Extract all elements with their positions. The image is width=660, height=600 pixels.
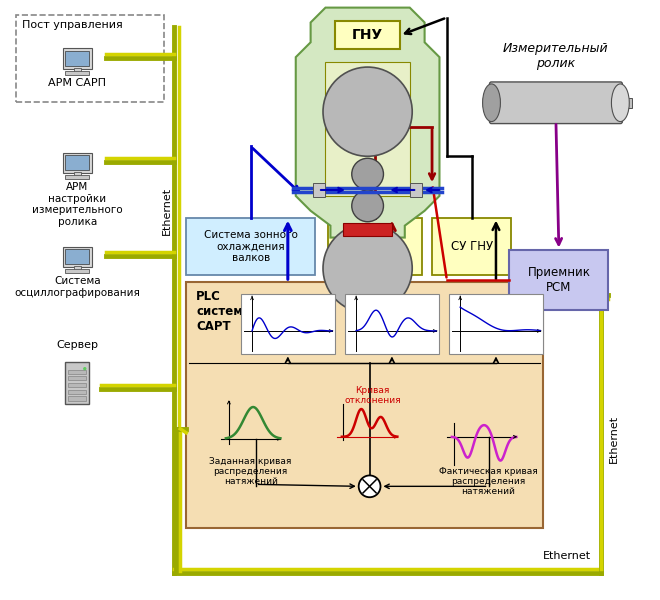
Bar — [186, 218, 315, 275]
Text: PLC
системы
САРТ: PLC системы САРТ — [196, 290, 253, 333]
Bar — [432, 218, 512, 275]
Bar — [63, 247, 92, 267]
Text: Система
осциллографирования: Система осциллографирования — [15, 276, 140, 298]
Text: Сервер: Сервер — [56, 340, 98, 350]
Bar — [620, 98, 632, 108]
Circle shape — [352, 158, 383, 190]
Ellipse shape — [482, 84, 500, 122]
Text: Пост управления: Пост управления — [22, 20, 123, 29]
Bar — [68, 376, 86, 380]
Bar — [68, 370, 86, 374]
Bar — [74, 68, 81, 72]
Bar — [335, 22, 400, 49]
Bar — [74, 266, 81, 270]
Text: Система зонного
охлаждения
валков: Система зонного охлаждения валков — [204, 230, 298, 263]
Bar — [65, 175, 89, 179]
Text: Ethernet: Ethernet — [162, 187, 172, 235]
Text: СУ ГНУ: СУ ГНУ — [451, 240, 493, 253]
Text: ГНУ: ГНУ — [352, 28, 383, 43]
Bar — [68, 390, 86, 394]
Polygon shape — [296, 8, 440, 245]
Bar — [345, 294, 439, 353]
Text: АРМ САРП: АРМ САРП — [48, 78, 106, 88]
Bar — [63, 152, 92, 173]
Bar — [63, 49, 92, 68]
Bar — [313, 183, 325, 197]
Text: Кривая
отклонения: Кривая отклонения — [345, 386, 401, 405]
Bar — [65, 155, 89, 170]
Circle shape — [323, 67, 412, 156]
Circle shape — [323, 224, 412, 313]
Text: Ethernet: Ethernet — [543, 551, 591, 560]
Bar — [65, 249, 89, 265]
Circle shape — [83, 367, 86, 370]
Text: СУ
изгибом
валков: СУ изгибом валков — [352, 230, 398, 263]
Bar — [510, 250, 609, 310]
Bar — [65, 71, 89, 74]
Text: АРМ
настройки
измерительного
ролика: АРМ настройки измерительного ролика — [32, 182, 123, 227]
Text: Ethernet: Ethernet — [609, 415, 618, 463]
Bar — [328, 218, 422, 275]
Circle shape — [358, 475, 381, 497]
Text: Заданная кривая
распределения
натяжений: Заданная кривая распределения натяжений — [209, 457, 292, 487]
Text: Измерительный
ролик: Измерительный ролик — [503, 42, 609, 70]
Bar — [65, 51, 89, 66]
Bar — [186, 282, 543, 528]
Ellipse shape — [611, 84, 629, 122]
Circle shape — [352, 190, 383, 221]
Bar — [343, 223, 393, 236]
Text: Фактическая кривая
распределения
натяжений: Фактическая кривая распределения натяжен… — [439, 467, 538, 496]
Bar — [325, 62, 410, 196]
Bar — [65, 362, 89, 404]
FancyBboxPatch shape — [490, 82, 622, 124]
Bar — [68, 397, 86, 401]
Bar — [241, 294, 335, 353]
Bar — [16, 14, 164, 102]
Bar — [449, 294, 543, 353]
Bar — [68, 383, 86, 387]
Bar — [74, 172, 81, 176]
Text: Приемник
РСМ: Приемник РСМ — [527, 266, 591, 294]
Bar — [411, 183, 422, 197]
Bar — [65, 269, 89, 273]
